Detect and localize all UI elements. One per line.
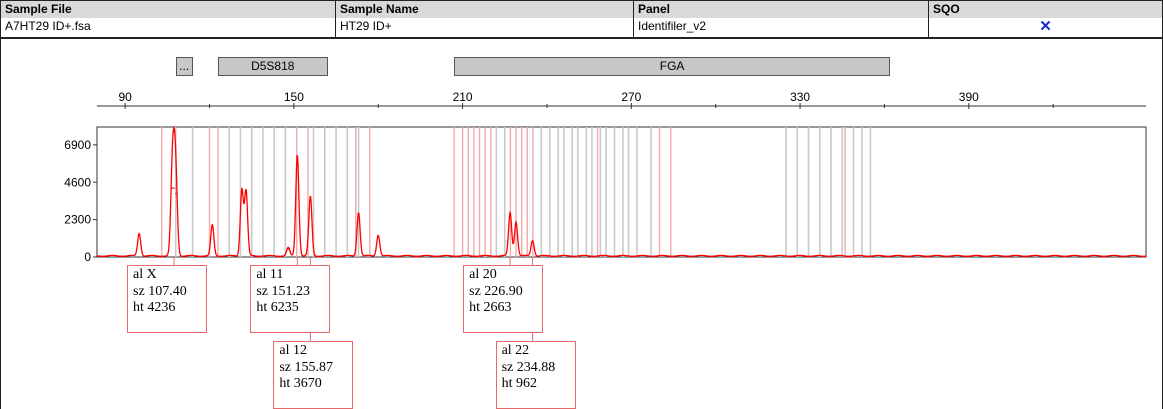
y-tick-label: 6900 [64, 138, 91, 152]
allele-callout[interactable]: al 11 sz 151.23 ht 6235 [250, 265, 331, 333]
sqo-fail-icon: ✕ [1039, 18, 1052, 35]
callout-sz: sz 234.88 [501, 359, 556, 375]
plot-area [96, 126, 1147, 258]
callout-sz: sz 155.87 [279, 359, 334, 375]
callout-sz: sz 107.40 [133, 283, 187, 299]
x-tick-label: 330 [790, 90, 810, 104]
callout-sz: sz 151.23 [256, 283, 310, 299]
x-tick-label: 390 [959, 90, 979, 104]
peak-point [241, 189, 243, 192]
peak-point [175, 192, 177, 195]
x-tick-label: 90 [118, 90, 132, 104]
callout-al: al 11 [256, 267, 284, 282]
peak-point [171, 187, 173, 189]
peak-point [531, 240, 534, 243]
column-header-sample-name[interactable]: Sample Name [335, 1, 633, 18]
peak-point [377, 235, 380, 237]
x-tick-label: 210 [453, 90, 473, 104]
peak-point [309, 196, 312, 199]
peak-point [509, 212, 511, 215]
callout-ht: ht 2663 [469, 300, 512, 315]
sample-name-cell[interactable]: HT29 ID+ [335, 18, 633, 37]
panel-cell[interactable]: Identifiler_v2 [633, 18, 928, 37]
signal-trace [96, 125, 1146, 257]
callout-al: al 22 [501, 343, 530, 358]
x-tick-label: 150 [284, 90, 304, 104]
callout-sz: sz 226.90 [469, 283, 523, 299]
peak-point [296, 154, 299, 157]
y-tick-label: 2300 [64, 213, 91, 227]
callout-ht: ht 962 [501, 376, 537, 391]
peak-point [515, 222, 517, 224]
y-tick-label: 4600 [64, 175, 91, 189]
allele-callout[interactable]: al 12 sz 155.87 ht 3670 [273, 341, 354, 409]
callout-ht: ht 4236 [133, 300, 176, 315]
x-tick-label: 270 [621, 90, 641, 104]
allele-callout[interactable]: al 20 sz 226.90 ht 2663 [463, 265, 544, 333]
table-row[interactable]: A7HT29 ID+.fsa HT29 ID+ Identifiler_v2 ✕ [0, 18, 1163, 39]
peak-point [357, 212, 360, 214]
callout-ht: ht 6235 [256, 300, 299, 315]
allele-callout[interactable]: al 22 sz 234.88 ht 962 [495, 341, 576, 409]
peak-point [211, 225, 214, 227]
marker-fga[interactable]: FGA [454, 57, 891, 76]
peak-point [245, 191, 247, 193]
marker-d5s818[interactable]: D5S818 [217, 57, 328, 76]
column-header-panel[interactable]: Panel [633, 1, 928, 18]
y-tick-label: 0 [84, 250, 91, 264]
callout-al: al X [133, 267, 157, 282]
marker-more[interactable]: ... [175, 57, 193, 76]
sample-file-cell[interactable]: A7HT29 ID+.fsa [0, 18, 335, 37]
callout-al: al 20 [469, 267, 497, 282]
callout-ht: ht 3670 [279, 376, 322, 391]
column-header-sample-file[interactable]: Sample File [0, 1, 335, 18]
peak-point [173, 187, 175, 189]
callout-al: al 12 [279, 343, 307, 358]
peak-point [138, 233, 140, 236]
peak-point [287, 248, 290, 250]
